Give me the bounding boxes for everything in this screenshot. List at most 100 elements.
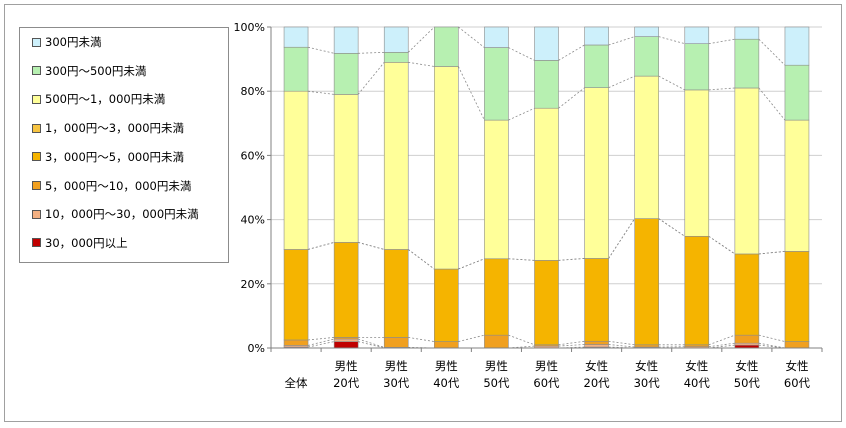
legend-swatch [32, 66, 41, 76]
bar-segment [383, 337, 409, 348]
bar-segment [434, 26, 459, 67]
x-tick-label: 60代 [533, 376, 560, 390]
series-line [608, 75, 635, 89]
bar-segment [734, 253, 760, 336]
legend-item: 1，000円～3，000円未満 [32, 120, 184, 136]
bar-segment [734, 334, 760, 344]
y-tick-label: 20% [241, 278, 265, 291]
x-tick-label: 女性 [735, 359, 758, 373]
legend-item: 30，000円以上 [32, 235, 128, 251]
x-tick-label: 男性 [385, 359, 408, 373]
series-line [758, 250, 785, 255]
bar-segment [684, 26, 710, 44]
legend-swatch [32, 238, 41, 248]
bar-segment [634, 344, 659, 348]
x-tick-label: 男性 [535, 359, 558, 373]
series-line [508, 334, 535, 346]
bar-segment [484, 258, 509, 336]
x-tick-label: 女性 [635, 359, 658, 373]
bar-segment [734, 38, 760, 89]
series-line [458, 26, 485, 48]
series-line [558, 340, 585, 346]
y-tick-label: 40% [241, 214, 265, 227]
legend-label: 1，000円～3，000円未満 [45, 121, 185, 136]
series-line [558, 87, 585, 109]
series-line [407, 249, 435, 270]
bar-segment [283, 249, 309, 341]
x-tick-label: 50代 [734, 376, 761, 390]
series-line [608, 344, 635, 348]
x-tick-label: 女性 [685, 359, 708, 373]
bar-segment [484, 47, 509, 121]
bar-segment [634, 75, 659, 219]
x-tick-label: 30代 [634, 376, 661, 390]
bar-segment [333, 94, 359, 243]
series-line [408, 61, 435, 67]
bar-segment [333, 242, 359, 338]
bar-segment [634, 218, 659, 346]
legend-label: 3，000円～5，000円未満 [45, 149, 185, 164]
bar-segment [684, 89, 710, 237]
legend-label: 5，000円～10，000円未満 [45, 178, 192, 193]
bar-segment [584, 258, 609, 342]
bar-segment [383, 52, 409, 63]
bar-segment [584, 26, 609, 46]
bar-segment [383, 26, 409, 53]
bar-segment [534, 26, 559, 61]
series-line [558, 44, 585, 61]
bar-segment [684, 235, 710, 346]
series-line [307, 341, 335, 348]
series-line [358, 341, 385, 349]
series-line [458, 334, 485, 342]
legend-item: 500円～1，000円未満 [32, 91, 165, 107]
series-line [308, 337, 335, 341]
bar-segment [784, 64, 810, 121]
legend-label: 300円未満 [45, 35, 102, 49]
x-tick-label: 男性 [435, 359, 458, 373]
y-tick-label: 60% [241, 149, 265, 162]
series-line [658, 218, 685, 237]
bar-segment [283, 90, 309, 250]
x-tick-label: 女性 [585, 359, 608, 373]
x-tick-label: 40代 [684, 376, 711, 390]
bar-segment [584, 87, 609, 259]
bar-segment [584, 340, 609, 345]
x-tick-label: 30代 [383, 376, 410, 390]
bar-segment [584, 344, 609, 348]
bar-segment [734, 26, 760, 40]
bar-segment [484, 334, 509, 349]
x-tick-label: 男性 [335, 359, 358, 373]
x-tick-label: 50代 [483, 376, 510, 390]
series-line [307, 338, 335, 346]
series-line [508, 258, 535, 261]
legend-item: 300円未満 [32, 34, 101, 50]
series-line [358, 338, 385, 348]
x-tick-label: 20代 [584, 376, 611, 390]
x-tick-label: 60代 [784, 376, 811, 390]
bar-segment [584, 44, 609, 88]
bar-segment [534, 107, 559, 261]
bar-segment [784, 251, 810, 342]
series-line [708, 87, 735, 91]
series-line [608, 340, 635, 346]
legend-label: 30，000円以上 [45, 235, 128, 250]
bar-segment [784, 26, 810, 66]
bar-segment [333, 53, 359, 95]
series-line [307, 90, 335, 95]
legend-label: 500円～1，000円未満 [45, 92, 166, 107]
series-line [558, 258, 585, 261]
series-line [758, 334, 786, 342]
bar-segment [383, 249, 409, 338]
series-line [708, 38, 735, 45]
bar-segment [434, 341, 459, 349]
bar-segment [333, 338, 359, 342]
legend: 300円未満 300円～500円未満 500円～1，000円未満 1，000円～3，0… [19, 27, 229, 263]
x-tick-label: 20代 [333, 376, 360, 390]
x-tick-label: 全体 [285, 376, 308, 390]
series-line [608, 36, 635, 46]
legend-swatch [32, 181, 41, 190]
series-line [558, 344, 585, 347]
legend-label: 10，000円～30，000円未満 [45, 207, 199, 222]
series-line [758, 342, 786, 349]
